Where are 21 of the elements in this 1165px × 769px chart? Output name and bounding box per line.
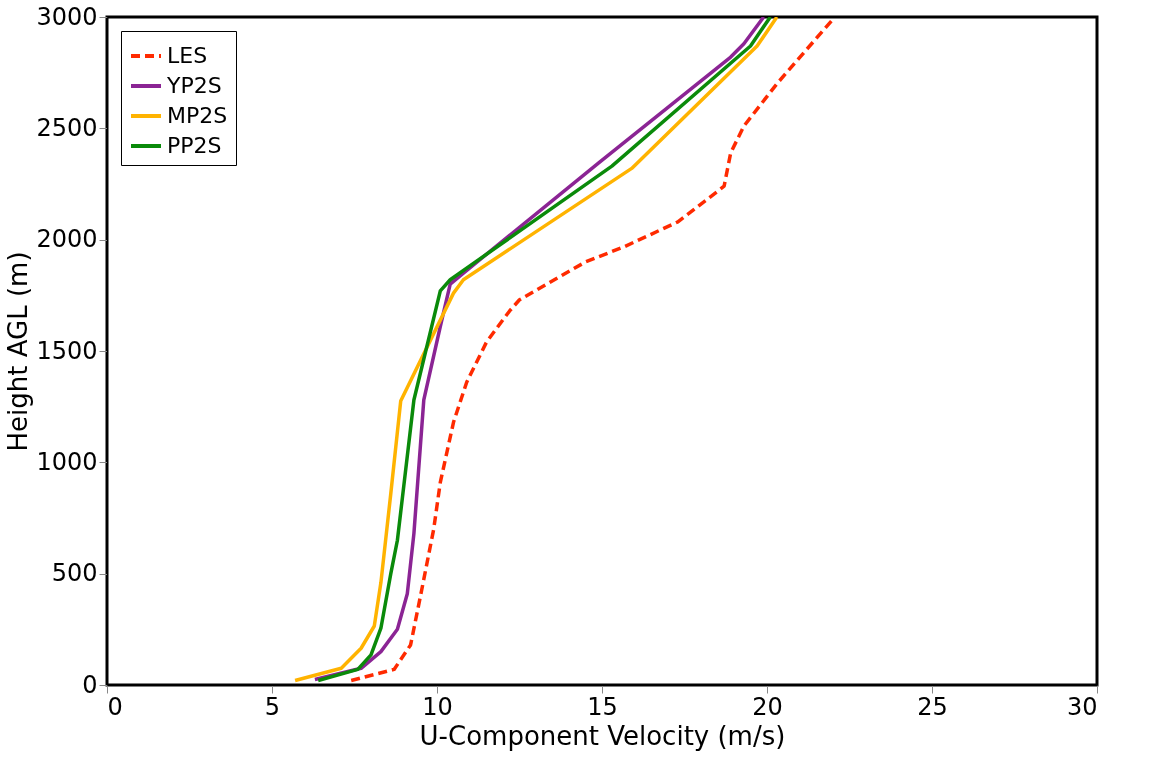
x-tick-label: 0	[107, 692, 123, 721]
x-axis-title: U-Component Velocity (m/s)	[419, 720, 786, 751]
y-tick-label: 0	[82, 670, 98, 699]
x-tick-label: 30	[1066, 692, 1098, 721]
x-tick-label: 25	[917, 692, 948, 721]
y-tick-label: 500	[51, 559, 98, 588]
legend-label: LES	[167, 43, 208, 68]
y-tick-label: 1000	[36, 447, 98, 476]
x-tick-label: 20	[752, 692, 783, 721]
legend-label: YP2S	[166, 73, 222, 98]
y-tick-label: 2000	[36, 225, 98, 254]
legend-label: PP2S	[167, 133, 222, 158]
y-tick-label: 3000	[36, 2, 98, 31]
line-series	[349, 17, 835, 683]
legend-label: MP2S	[167, 103, 228, 128]
x-tick-label: 15	[587, 692, 618, 721]
x-tick-label: 10	[422, 692, 453, 721]
x-tick-label: 5	[264, 692, 281, 721]
y-tick-label: 1500	[36, 336, 98, 365]
y-axis-title: Height AGL (m)	[3, 251, 34, 452]
y-tick-label: 2500	[36, 113, 98, 142]
